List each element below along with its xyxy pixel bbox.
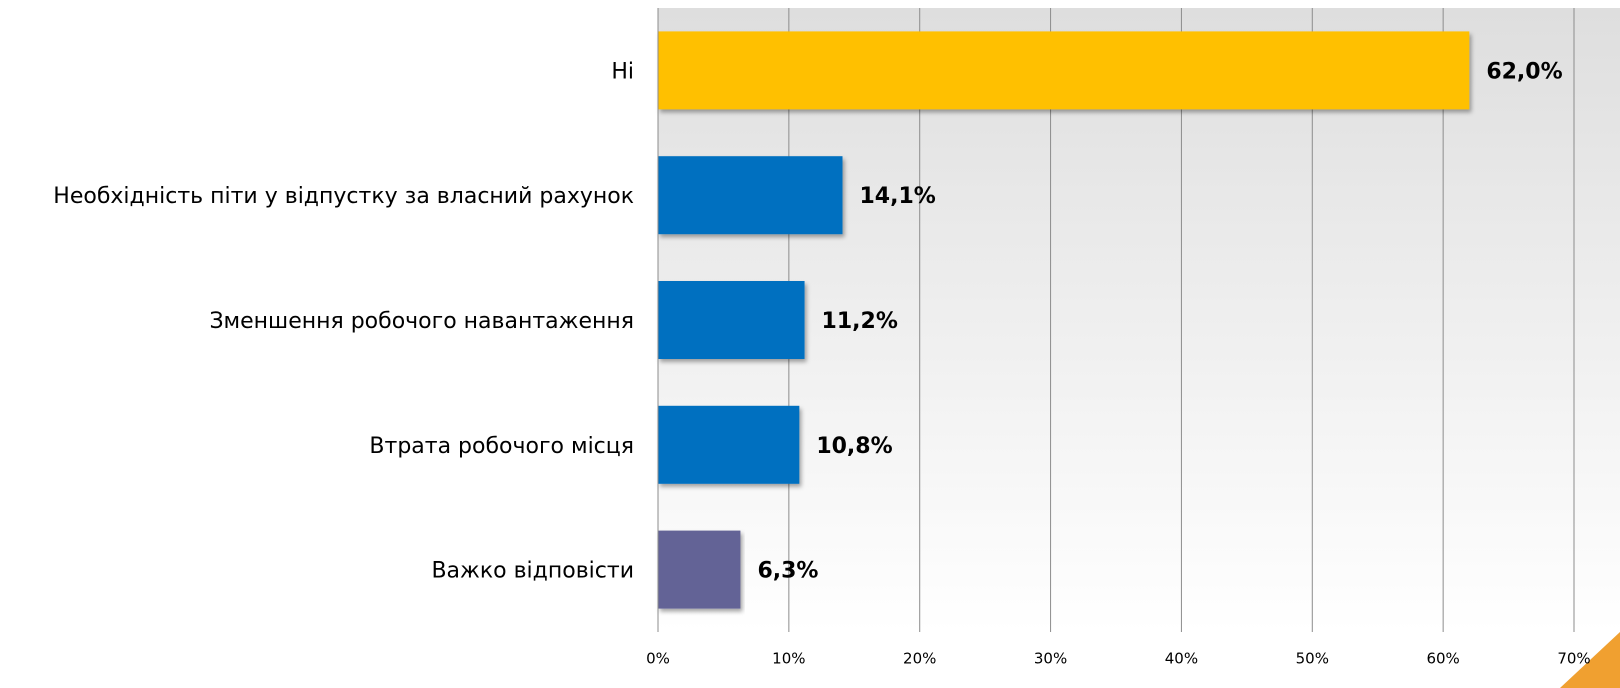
- x-tick-label: 60%: [1426, 650, 1459, 668]
- y-tick-label: Зменшення робочого навантаження: [209, 309, 634, 334]
- bar: [658, 405, 800, 484]
- bar: [658, 530, 741, 609]
- value-label: 14,1%: [860, 184, 936, 209]
- value-label: 62,0%: [1486, 59, 1562, 84]
- x-tick-label: 0%: [646, 650, 670, 668]
- value-label: 10,8%: [816, 434, 892, 459]
- bar: [658, 156, 843, 235]
- corner-decoration: [1560, 632, 1620, 688]
- y-tick-label: Необхідність піти у відпустку за власний…: [53, 184, 634, 209]
- value-label: 11,2%: [822, 309, 898, 334]
- x-tick-label: 30%: [1034, 650, 1067, 668]
- x-tick-label: 70%: [1557, 650, 1590, 668]
- x-tick-label: 20%: [903, 650, 936, 668]
- bar: [658, 31, 1470, 110]
- y-tick-label: Ні: [611, 59, 634, 84]
- x-tick-label: 40%: [1165, 650, 1198, 668]
- value-label: 6,3%: [757, 559, 818, 584]
- x-tick-label: 10%: [772, 650, 805, 668]
- x-tick-label: 50%: [1296, 650, 1329, 668]
- y-tick-label: Важко відповісти: [431, 559, 634, 584]
- bar: [658, 281, 805, 359]
- plot-background: [658, 8, 1620, 632]
- y-tick-label: Втрата робочого місця: [369, 434, 634, 459]
